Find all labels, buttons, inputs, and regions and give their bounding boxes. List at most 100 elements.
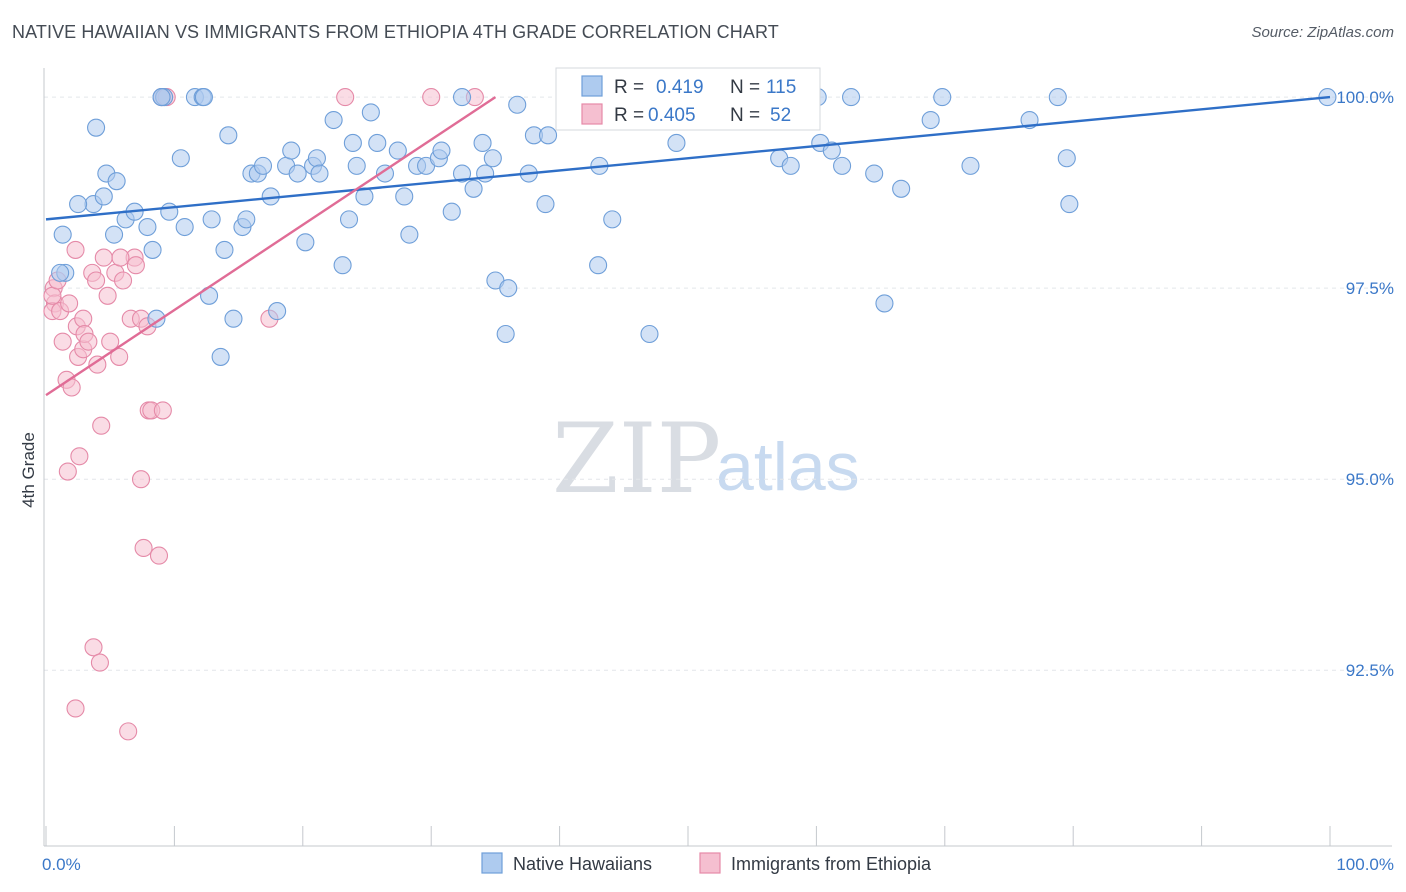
- data-point-native-hawaiians: [432, 141, 451, 160]
- data-point-immigrants-from-ethiopia: [87, 271, 106, 290]
- y-tick-label: 95.0%: [1346, 470, 1394, 489]
- data-point-native-hawaiians: [224, 309, 243, 328]
- y-axis-title: 4th Grade: [19, 432, 38, 508]
- stats-r-value-pink: 0.405: [648, 105, 696, 126]
- stats-swatch-pink: [581, 103, 603, 125]
- legend-swatch-immigrants-from-ethiopia: [699, 852, 721, 874]
- data-point-immigrants-from-ethiopia: [92, 416, 111, 435]
- data-point-immigrants-from-ethiopia: [79, 332, 98, 351]
- data-point-native-hawaiians: [69, 195, 88, 214]
- data-point-native-hawaiians: [388, 141, 407, 160]
- data-point-native-hawaiians: [375, 164, 395, 183]
- data-point-native-hawaiians: [483, 149, 502, 168]
- data-point-native-hawaiians: [237, 210, 256, 229]
- x-axis-ticks: [45, 826, 1331, 846]
- data-point-immigrants-from-ethiopia: [126, 256, 145, 275]
- data-point-immigrants-from-ethiopia: [60, 294, 79, 313]
- data-point-immigrants-from-ethiopia: [153, 401, 172, 420]
- watermark-atlas: atlas: [716, 429, 860, 505]
- data-point-native-hawaiians: [307, 149, 326, 168]
- data-point-native-hawaiians: [87, 118, 106, 137]
- data-point-native-hawaiians: [464, 179, 483, 198]
- data-point-immigrants-from-ethiopia: [336, 88, 355, 107]
- data-point-native-hawaiians: [160, 202, 179, 221]
- data-point-native-hawaiians: [961, 156, 980, 175]
- data-point-native-hawaiians: [310, 164, 329, 183]
- data-point-native-hawaiians: [94, 187, 113, 206]
- stats-n-value-blue: 115: [766, 77, 796, 98]
- data-point-native-hawaiians: [400, 225, 419, 244]
- data-point-native-hawaiians: [171, 149, 190, 168]
- legend-label-native-hawaiians: Native Hawaiians: [513, 854, 652, 874]
- data-point-native-hawaiians: [933, 88, 952, 107]
- stats-legend: R = 0.419 N = 115 R = 0.405 N = 52: [555, 67, 821, 131]
- data-point-immigrants-from-ethiopia: [94, 248, 113, 267]
- data-point-native-hawaiians: [268, 302, 287, 321]
- stats-r-label-pink: R =: [614, 105, 644, 126]
- stats-r-label-blue: R =: [614, 77, 644, 98]
- chart-title: NATIVE HAWAIIAN VS IMMIGRANTS FROM ETHIO…: [12, 22, 779, 42]
- data-point-immigrants-from-ethiopia: [84, 638, 103, 657]
- data-point-native-hawaiians: [1048, 88, 1067, 107]
- data-point-native-hawaiians: [508, 95, 527, 114]
- data-point-native-hawaiians: [282, 141, 301, 160]
- data-point-native-hawaiians: [175, 217, 194, 237]
- data-point-immigrants-from-ethiopia: [88, 355, 107, 374]
- data-point-immigrants-from-ethiopia: [101, 332, 120, 351]
- y-tick-label: 97.5%: [1346, 279, 1394, 298]
- data-point-immigrants-from-ethiopia: [110, 347, 129, 366]
- bottom-legend: Native Hawaiians Immigrants from Ethiopi…: [481, 852, 932, 874]
- data-point-native-hawaiians: [138, 217, 157, 237]
- data-point-native-hawaiians: [339, 210, 359, 229]
- data-point-immigrants-from-ethiopia: [74, 309, 93, 328]
- data-point-immigrants-from-ethiopia: [66, 699, 85, 718]
- data-point-native-hawaiians: [452, 164, 472, 183]
- data-point-native-hawaiians: [1057, 149, 1076, 168]
- source-credit: Source: ZipAtlas.com: [1251, 24, 1394, 41]
- data-point-immigrants-from-ethiopia: [134, 538, 153, 558]
- data-point-immigrants-from-ethiopia: [58, 462, 77, 481]
- data-point-native-hawaiians: [1060, 195, 1079, 214]
- data-point-immigrants-from-ethiopia: [113, 271, 133, 290]
- data-point-native-hawaiians: [822, 141, 841, 160]
- x-tick-label-max: 100.0%: [1336, 855, 1394, 874]
- data-point-native-hawaiians: [603, 210, 622, 229]
- data-point-native-hawaiians: [865, 164, 884, 183]
- data-point-native-hawaiians: [892, 179, 911, 198]
- watermark-zip: ZIP: [552, 403, 721, 515]
- legend-label-immigrants-from-ethiopia: Immigrants from Ethiopia: [731, 854, 932, 874]
- data-point-native-hawaiians: [215, 240, 234, 259]
- data-point-native-hawaiians: [202, 210, 221, 229]
- data-point-native-hawaiians: [105, 225, 124, 244]
- data-point-native-hawaiians: [921, 110, 940, 130]
- stats-n-label-blue: N =: [730, 77, 760, 98]
- data-point-native-hawaiians: [496, 324, 515, 344]
- data-point-native-hawaiians: [288, 164, 307, 183]
- data-point-native-hawaiians: [452, 88, 472, 107]
- data-point-native-hawaiians: [395, 187, 414, 206]
- data-point-immigrants-from-ethiopia: [149, 546, 169, 565]
- data-point-immigrants-from-ethiopia: [422, 88, 441, 107]
- data-point-native-hawaiians: [343, 133, 362, 153]
- gridlines: [44, 96, 1392, 671]
- stats-n-value-pink: 52: [770, 105, 791, 126]
- data-point-native-hawaiians: [442, 202, 461, 221]
- data-point-native-hawaiians: [219, 126, 238, 145]
- data-point-immigrants-from-ethiopia: [119, 722, 138, 741]
- data-point-native-hawaiians: [368, 133, 387, 153]
- y-tick-labels: 100.0% 97.5% 95.0% 92.5%: [1336, 88, 1394, 680]
- data-point-native-hawaiians: [143, 240, 162, 259]
- data-point-native-hawaiians: [833, 156, 852, 175]
- data-point-native-hawaiians: [538, 126, 558, 145]
- data-point-native-hawaiians: [536, 195, 555, 214]
- stats-n-label-pink: N =: [730, 105, 760, 126]
- watermark: ZIP atlas: [552, 403, 860, 515]
- data-point-native-hawaiians: [51, 263, 70, 282]
- x-tick-label-min: 0.0%: [42, 855, 81, 874]
- data-point-native-hawaiians: [640, 324, 659, 344]
- data-point-immigrants-from-ethiopia: [111, 248, 130, 267]
- data-point-immigrants-from-ethiopia: [131, 470, 151, 489]
- data-point-immigrants-from-ethiopia: [43, 286, 62, 305]
- stats-r-value-blue: 0.419: [656, 77, 704, 98]
